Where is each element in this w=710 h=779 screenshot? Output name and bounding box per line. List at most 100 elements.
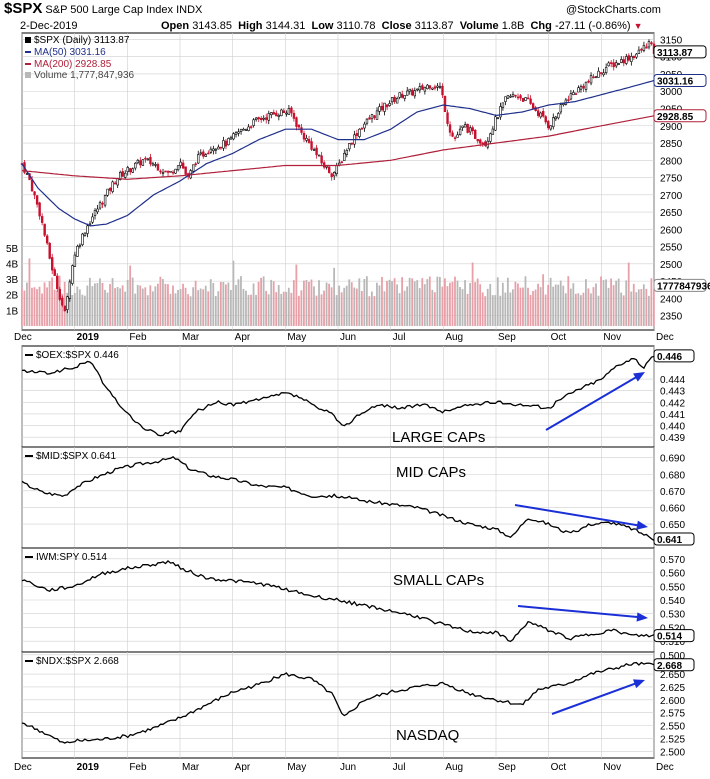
volume-bar <box>590 293 592 326</box>
volume-bar <box>245 290 247 326</box>
y-tick-label: 2550 <box>660 243 683 254</box>
volume-bar <box>509 292 512 326</box>
candle-body <box>637 49 641 54</box>
candle-body <box>199 152 202 155</box>
candle-body <box>355 133 359 136</box>
candle-body <box>599 72 603 74</box>
candle-body <box>433 86 437 89</box>
volume-bar <box>106 292 109 326</box>
y-tick-label: 0.660 <box>660 503 685 514</box>
x-tick-label: Dec <box>14 332 32 343</box>
candle-body <box>262 117 265 120</box>
candle-body <box>632 55 636 59</box>
candle-body <box>645 46 648 49</box>
candle-body <box>511 94 515 97</box>
volume-bar <box>199 288 202 326</box>
candle-body <box>401 93 404 98</box>
volume-bar <box>214 296 217 326</box>
candle-body <box>239 128 243 132</box>
candle-body <box>209 148 213 153</box>
volume-bar <box>559 280 562 326</box>
candle-body <box>63 305 67 312</box>
candle-body <box>368 117 371 120</box>
y-tick-label: 2800 <box>660 156 683 167</box>
volume-bar <box>252 283 255 326</box>
volume-bar <box>491 295 494 326</box>
volume-bar <box>446 286 449 326</box>
legend-ratio: $OEX:$SPX 0.446 <box>36 350 119 361</box>
candle-body <box>506 95 510 99</box>
candle-body <box>474 129 477 139</box>
volume-bar <box>275 292 278 326</box>
volume-bar <box>391 281 393 326</box>
volume-bar <box>174 293 177 326</box>
volume-bar <box>484 296 487 326</box>
volume-bar <box>607 287 610 326</box>
volume-bar <box>449 282 451 326</box>
legend-price-swatch <box>25 37 31 43</box>
y-tick-label: 0.570 <box>660 555 685 566</box>
volume-bar <box>26 282 28 326</box>
y-tick-label: 0.443 <box>660 387 685 398</box>
volume-tick-label: 1B <box>6 306 19 317</box>
volume-bar <box>441 286 444 326</box>
volume-bar <box>227 282 230 326</box>
ratio-line-3 <box>21 560 655 643</box>
volume-bar <box>408 277 411 326</box>
volume-bar <box>124 291 127 326</box>
candle-body <box>194 163 197 166</box>
candle-body <box>25 173 29 175</box>
volume-bar <box>313 286 315 326</box>
candle-body <box>48 242 51 259</box>
volume-bar <box>381 276 383 326</box>
volume-bar <box>36 289 38 326</box>
volume-bar <box>46 287 48 326</box>
volume-bar <box>401 277 404 326</box>
candle-body <box>494 116 497 131</box>
candle-body <box>620 59 623 63</box>
volume-bar <box>378 285 381 326</box>
candle-body <box>290 107 293 114</box>
volume-bar <box>290 292 293 326</box>
candle-body <box>428 85 432 89</box>
volume-bar <box>280 293 283 326</box>
volume-bar <box>461 289 464 326</box>
brand-link[interactable]: @StockCharts.com <box>566 4 661 16</box>
volume-bar <box>48 281 51 326</box>
volume-bar <box>547 284 550 326</box>
ratio-line-1 <box>21 355 655 437</box>
candle-body <box>141 159 145 166</box>
volume-bar <box>617 278 620 326</box>
candle-body <box>43 223 46 236</box>
candle-body <box>292 112 296 119</box>
candle-body <box>552 117 555 128</box>
volume-bar <box>270 279 273 326</box>
candle-body <box>625 56 628 64</box>
y-tick-label: 2500 <box>660 260 683 271</box>
last-value-box <box>653 629 695 643</box>
volume-bar <box>154 286 157 326</box>
volume-bar <box>630 291 633 326</box>
volume-bar <box>303 280 305 326</box>
candle-body <box>577 87 580 93</box>
volume-bar <box>569 288 572 326</box>
candle-body <box>154 164 157 166</box>
candle-body <box>547 121 550 129</box>
volume-bar <box>605 279 607 326</box>
candle-body <box>254 117 258 120</box>
volume-bar <box>255 294 257 326</box>
volume-bar <box>398 293 401 326</box>
volume-bar <box>285 291 288 326</box>
volume-bar <box>287 287 290 326</box>
y-tick-label: 2600 <box>660 225 683 236</box>
volume-bar <box>73 292 76 326</box>
x-tick-label: Dec <box>14 762 32 773</box>
candle-body <box>458 128 462 135</box>
volume-bar <box>182 283 184 326</box>
volume-bar <box>444 278 446 326</box>
trend-arrow <box>517 605 640 619</box>
volume-bar <box>257 281 260 326</box>
volume-bar <box>431 289 434 326</box>
candle-body <box>310 141 313 150</box>
